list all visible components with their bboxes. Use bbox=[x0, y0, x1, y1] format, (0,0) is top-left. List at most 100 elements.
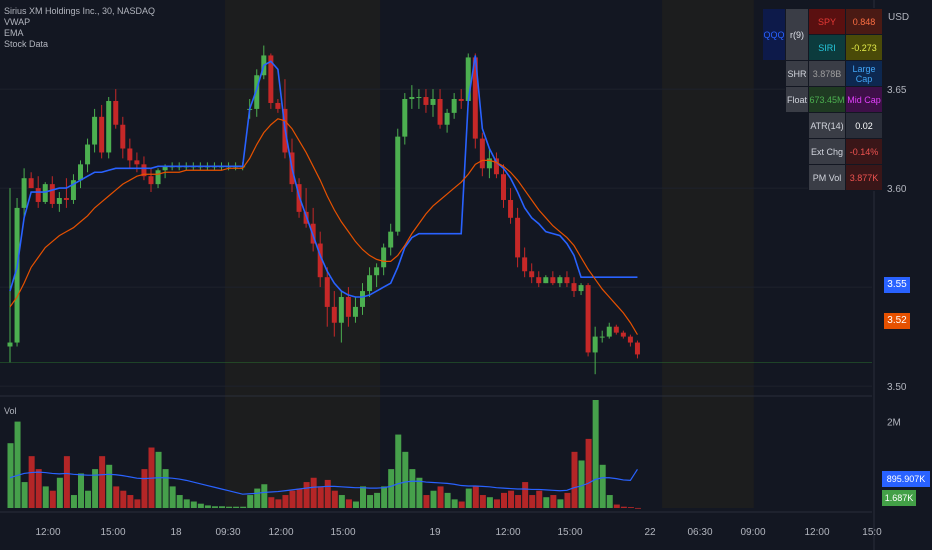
candle-52 bbox=[374, 263, 380, 288]
volume-bar-62 bbox=[444, 492, 451, 508]
candle-body-55 bbox=[395, 136, 401, 232]
chart-legend: Sirius XM Holdings Inc., 30, NASDAQ VWAP… bbox=[4, 6, 155, 50]
volume-bar-24 bbox=[176, 495, 183, 508]
candle-9 bbox=[70, 174, 76, 204]
volume-bar-57 bbox=[409, 469, 416, 508]
candle-66 bbox=[472, 53, 478, 149]
candle-body-84 bbox=[599, 336, 605, 338]
candle-60 bbox=[430, 89, 436, 117]
candle-67 bbox=[479, 132, 485, 177]
candle-body-57 bbox=[409, 97, 415, 99]
candle-84 bbox=[599, 330, 605, 343]
session-shading bbox=[225, 0, 754, 508]
volume-ma-line bbox=[9, 468, 638, 495]
candle-86 bbox=[613, 324, 619, 335]
candle-58 bbox=[416, 89, 422, 109]
candle-82 bbox=[585, 283, 591, 357]
candle-77 bbox=[550, 271, 556, 286]
candle-body-14 bbox=[106, 100, 112, 153]
ema-line bbox=[9, 118, 638, 335]
time-tick-5: 15:00 bbox=[330, 527, 355, 538]
volume-bar-0 bbox=[7, 443, 14, 508]
candle-2 bbox=[21, 168, 27, 218]
candle-47 bbox=[338, 291, 344, 343]
session-shade-0 bbox=[225, 0, 381, 508]
candle-85 bbox=[606, 322, 612, 339]
candle-body-9 bbox=[70, 180, 76, 200]
candle-74 bbox=[529, 263, 535, 284]
volume-bar-45 bbox=[324, 479, 331, 508]
candle-body-48 bbox=[345, 297, 351, 317]
candle-body-86 bbox=[613, 326, 619, 333]
candle-body-37 bbox=[268, 55, 274, 103]
volume-bar-88 bbox=[627, 507, 634, 508]
volume-bar-12 bbox=[92, 469, 99, 508]
shr-label-cell: SHR bbox=[785, 60, 809, 87]
volume-bar-47 bbox=[338, 495, 345, 508]
time-tick-6: 19 bbox=[429, 527, 441, 538]
candle-body-69 bbox=[493, 158, 499, 175]
volume-tick-0: 2M bbox=[887, 418, 901, 429]
candle-12 bbox=[92, 108, 98, 153]
candle-73 bbox=[522, 247, 528, 278]
volume-bar-75 bbox=[536, 490, 543, 508]
volume-bar-56 bbox=[402, 451, 409, 508]
candle-body-45 bbox=[324, 277, 330, 307]
candle-body-82 bbox=[585, 285, 591, 353]
candle-79 bbox=[564, 271, 570, 288]
ext-chg-value-cell: -0.14% bbox=[845, 138, 883, 165]
candle-body-53 bbox=[381, 247, 387, 268]
ext-chg-label-cell: Ext Chg bbox=[808, 138, 846, 165]
session-shade-1 bbox=[662, 0, 754, 508]
candle-body-1 bbox=[14, 207, 20, 343]
candle-body-47 bbox=[338, 297, 344, 323]
candle-48 bbox=[345, 287, 351, 327]
volume-bar-32 bbox=[233, 506, 240, 508]
volume-bar-53 bbox=[381, 486, 388, 508]
volume-bar-49 bbox=[352, 501, 359, 508]
candle-body-19 bbox=[141, 164, 147, 177]
candle-body-0 bbox=[7, 342, 13, 347]
candle-37 bbox=[268, 53, 274, 109]
volume-bar-40 bbox=[289, 490, 296, 508]
candle-56 bbox=[402, 93, 408, 145]
volume-bar-41 bbox=[296, 488, 303, 508]
legend-ema: EMA bbox=[4, 28, 24, 38]
spy-cell: SPY bbox=[808, 8, 846, 35]
volume-bar-33 bbox=[240, 506, 247, 508]
volume-bar-34 bbox=[247, 495, 254, 508]
volume-bar-58 bbox=[416, 477, 423, 508]
volume-bar-39 bbox=[282, 495, 289, 508]
volume-bar-29 bbox=[211, 506, 218, 508]
volume-bar-5 bbox=[42, 486, 49, 508]
candle-body-15 bbox=[113, 100, 119, 125]
volume-bar-78 bbox=[557, 499, 564, 508]
currency-label: USD bbox=[888, 12, 910, 23]
candle-body-68 bbox=[486, 158, 492, 169]
volume-bar-52 bbox=[374, 492, 381, 508]
candle-body-70 bbox=[501, 174, 506, 200]
time-tick-3: 09:30 bbox=[215, 527, 240, 538]
volume-bar-69 bbox=[493, 499, 500, 508]
volume-bar-30 bbox=[219, 506, 225, 508]
candle-body-51 bbox=[367, 275, 373, 292]
candle-body-20 bbox=[148, 176, 154, 185]
volume-bar-76 bbox=[543, 497, 550, 508]
volume-bar-18 bbox=[134, 499, 141, 508]
ema-price-tag: 3.52 bbox=[884, 313, 910, 329]
volume-bar-7 bbox=[56, 477, 63, 508]
corr-label-cell: r(9) bbox=[785, 8, 809, 61]
time-tick-4: 12:00 bbox=[268, 527, 293, 538]
volume-bar-46 bbox=[331, 490, 338, 508]
candle-body-4 bbox=[35, 188, 41, 202]
candle-44 bbox=[317, 231, 323, 288]
time-tick-8: 15:00 bbox=[557, 527, 582, 538]
volume-bar-65 bbox=[465, 488, 472, 508]
time-tick-13: 15:0 bbox=[862, 527, 882, 538]
volume-bar-13 bbox=[99, 456, 106, 508]
candle-21 bbox=[155, 168, 161, 189]
candle-6 bbox=[49, 176, 55, 208]
float-value-cell: 673.45M bbox=[808, 86, 846, 113]
siri-corr-cell: -0.273 bbox=[845, 34, 883, 61]
